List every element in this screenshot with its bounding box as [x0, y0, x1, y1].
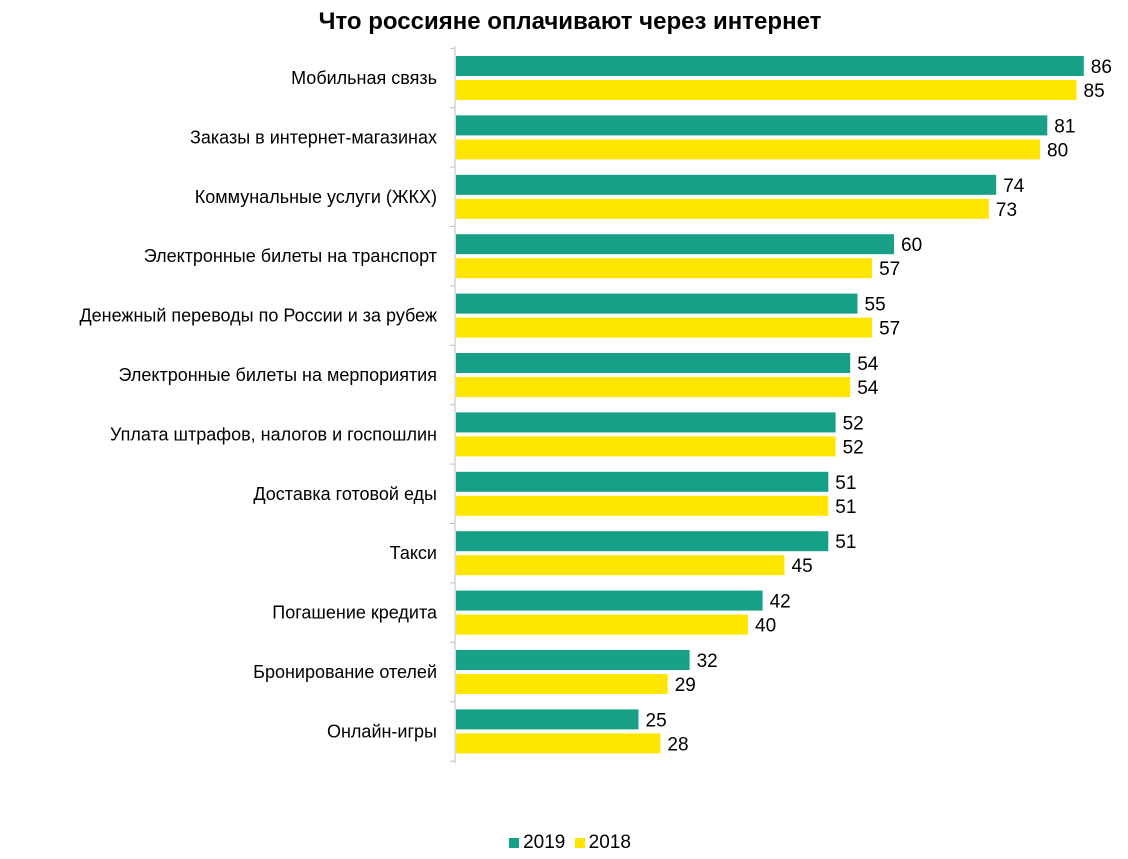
bar-2018	[456, 733, 661, 754]
data-label-2019: 52	[843, 413, 864, 434]
legend-item-2018: 2018	[574, 832, 631, 854]
data-label-2019: 25	[646, 710, 667, 731]
category-label: Такси	[390, 543, 437, 563]
bar-2019	[456, 650, 690, 670]
bar-2019	[456, 709, 639, 730]
category-label: Погашение кредита	[272, 603, 438, 623]
data-label-2019: 54	[857, 354, 879, 375]
bar-2018	[456, 674, 668, 694]
category-label: Заказы в интернет-магазинах	[190, 127, 437, 147]
data-label-2018: 52	[843, 437, 864, 458]
bar-2018	[456, 80, 1077, 100]
data-label-2018: 51	[835, 497, 856, 518]
data-label-2018: 29	[675, 675, 696, 696]
data-label-2018: 85	[1084, 81, 1105, 102]
bar-2018	[456, 317, 873, 338]
data-label-2019: 32	[697, 651, 718, 672]
legend-swatch-2018	[574, 838, 585, 848]
bar-2019	[456, 531, 829, 552]
bar-2018	[456, 436, 836, 457]
category-label: Денежный переводы по России и за рубеж	[79, 306, 437, 326]
bar-2018	[456, 495, 829, 516]
data-label-2018: 28	[667, 734, 688, 755]
data-label-2018: 57	[879, 259, 900, 280]
bar-2019	[456, 293, 858, 314]
bar-2018	[456, 198, 989, 219]
chart-title: Что россияне оплачивают через интернет	[318, 8, 822, 35]
bar-chart: Мобильная связь 86 85 Заказы в интернет-маг…	[79, 46, 1112, 764]
bar-2018	[456, 555, 785, 576]
bar-2018	[456, 139, 1040, 160]
data-label-2019: 86	[1091, 57, 1112, 78]
bar-2018	[456, 258, 873, 279]
legend: 2019 2018	[0, 832, 1128, 854]
data-label-2018: 80	[1047, 140, 1068, 161]
legend-item-2019: 2019	[509, 832, 565, 854]
data-label-2019: 81	[1054, 116, 1075, 137]
category-label: Доставка готовой еды	[253, 484, 437, 504]
category-label: Электронные билеты на мерпориятия	[119, 365, 437, 385]
data-label-2018: 73	[996, 200, 1017, 221]
category-label: Уплата штрафов, налогов и госпошлин	[110, 424, 437, 444]
data-label-2019: 55	[865, 295, 886, 316]
bar-2018	[456, 377, 851, 397]
data-label-2019: 42	[770, 592, 791, 613]
category-label: Коммунальные услуги (ЖКХ)	[195, 187, 437, 207]
bar-2019	[456, 471, 829, 492]
data-label-2018: 57	[879, 319, 900, 340]
bar-2019	[456, 353, 851, 373]
bar-2019	[456, 115, 1048, 136]
bar-2018	[456, 614, 748, 635]
bar-2019	[456, 234, 894, 255]
bar-2019	[456, 590, 763, 611]
category-label: Мобильная связь	[291, 68, 437, 88]
legend-swatch-2019	[509, 838, 520, 848]
data-label-2019: 74	[1003, 176, 1025, 197]
data-label-2019: 51	[835, 532, 856, 553]
category-label: Электронные билеты на транспорт	[144, 246, 437, 266]
data-label-2018: 40	[755, 616, 776, 637]
data-label-2018: 54	[857, 378, 879, 399]
legend-label-2018: 2018	[588, 832, 631, 853]
data-label-2018: 45	[792, 556, 813, 577]
bar-2019	[456, 56, 1084, 76]
legend-label-2019: 2019	[523, 832, 566, 853]
bar-2019	[456, 174, 997, 195]
data-label-2019: 51	[835, 473, 856, 494]
bar-2019	[456, 412, 836, 433]
category-label: Бронирование отелей	[253, 662, 437, 682]
category-label: Онлайн-игры	[327, 721, 437, 741]
data-label-2019: 60	[901, 235, 922, 256]
